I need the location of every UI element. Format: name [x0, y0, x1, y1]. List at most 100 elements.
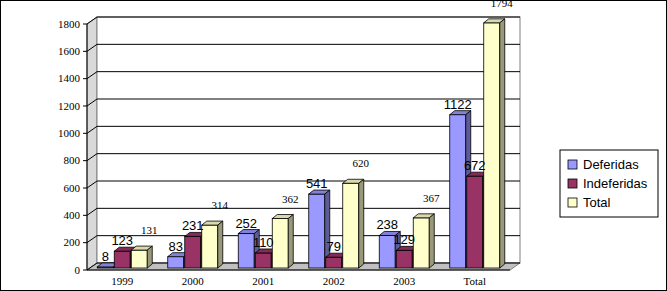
- bar-front: [272, 219, 288, 268]
- x-tick-label: 2003: [393, 275, 416, 287]
- data-label: 110: [253, 235, 274, 250]
- data-label: 541: [306, 176, 328, 191]
- legend-swatch: [568, 179, 577, 188]
- data-label: 8: [102, 249, 109, 264]
- data-label: 123: [111, 233, 133, 248]
- grid-line: [97, 71, 520, 72]
- tick-mark: [83, 133, 87, 134]
- x-tick-label: 2000: [182, 275, 205, 287]
- data-label: 367: [423, 192, 440, 204]
- data-label: 129: [393, 232, 415, 247]
- bar-front: [131, 250, 147, 268]
- grid-line-side: [87, 208, 97, 215]
- tick-mark: [83, 51, 87, 52]
- grid-line-side: [87, 44, 97, 51]
- data-label: 83: [169, 239, 183, 254]
- chart-container: 0 200 400 600 800 1000 1200 1400 1600 1800 8123 131…: [0, 0, 667, 291]
- y-tick-label: 1400: [58, 72, 81, 84]
- grid-line-side: [87, 99, 97, 106]
- bar-front: [413, 218, 429, 268]
- bar-front: [168, 257, 184, 268]
- bar-side: [359, 179, 364, 268]
- bar: [272, 215, 293, 268]
- legend-box: [560, 150, 658, 217]
- y-tick-label: 1600: [58, 45, 81, 57]
- x-tick-label: 1999: [111, 275, 134, 287]
- bar-front: [255, 253, 271, 268]
- grid-line-side: [87, 154, 97, 161]
- bar-front: [114, 251, 130, 268]
- legend-label: Indeferidas: [583, 176, 648, 191]
- data-label: 1794: [491, 0, 514, 9]
- grid-line-side: [87, 263, 97, 270]
- tick-mark: [83, 78, 87, 79]
- data-label: 238: [376, 217, 398, 232]
- legend-label: Deferidas: [583, 157, 639, 172]
- data-label: 231: [182, 218, 204, 233]
- bars: [97, 19, 505, 268]
- tick-mark: [83, 106, 87, 107]
- grid-line: [97, 44, 520, 45]
- tick-mark: [83, 270, 87, 271]
- bar-front: [238, 234, 254, 268]
- bar-front: [450, 115, 466, 268]
- bar-front: [185, 236, 201, 268]
- bar: [202, 221, 223, 268]
- bar-side: [288, 215, 293, 268]
- grid-line: [97, 17, 520, 18]
- bar: [413, 214, 434, 268]
- bar: [484, 19, 505, 268]
- x-axis: [87, 270, 510, 271]
- data-label: 1122: [444, 97, 472, 112]
- y-tick-label: 1000: [58, 127, 81, 139]
- y-tick-label: 800: [64, 154, 81, 166]
- bar-front: [467, 176, 483, 268]
- grid-line-side: [87, 236, 97, 243]
- legend-swatch: [568, 198, 577, 207]
- y-tick-label: 1200: [58, 100, 81, 112]
- bar-side: [500, 19, 505, 268]
- bar-side: [147, 246, 152, 268]
- bar-front: [396, 250, 412, 268]
- x-tick-label: 2001: [252, 275, 274, 287]
- bar-side: [218, 221, 223, 268]
- data-label: 131: [141, 224, 158, 236]
- side-wall: [87, 17, 97, 270]
- y-tick-label: 200: [64, 236, 81, 248]
- chart-svg: 0 200 400 600 800 1000 1200 1400 1600 1800 8123 131…: [0, 0, 667, 291]
- data-label: 314: [212, 199, 229, 211]
- data-label: 252: [235, 216, 257, 231]
- y-axis: [87, 24, 88, 270]
- legend-swatch: [568, 160, 577, 169]
- data-labels: 8123 131 83 231 314 252 110 362 541 79 620 238129 36…: [102, 0, 514, 264]
- bar: [131, 246, 152, 268]
- tick-mark: [83, 160, 87, 161]
- y-tick-label: 600: [64, 182, 81, 194]
- bar-side: [429, 214, 434, 268]
- bar-front: [484, 23, 500, 268]
- legend-label: Total: [583, 195, 611, 210]
- data-label: 672: [464, 158, 486, 173]
- tick-mark: [83, 188, 87, 189]
- chart-frame: [1, 1, 667, 291]
- grid-line-side: [87, 126, 97, 133]
- grid-line-side: [87, 17, 97, 24]
- bar-front: [202, 225, 218, 268]
- x-tick-label: 2002: [323, 275, 345, 287]
- data-label: 79: [327, 239, 341, 254]
- grid-line-side: [87, 72, 97, 79]
- tick-mark: [83, 24, 87, 25]
- grid-line-side: [87, 181, 97, 188]
- tick-mark: [83, 242, 87, 243]
- y-tick-label: 1800: [58, 18, 81, 30]
- bar-front: [343, 183, 359, 268]
- x-tick-label: Total: [464, 275, 486, 287]
- data-label: 620: [353, 157, 370, 169]
- y-tick-label: 400: [64, 209, 81, 221]
- y-tick-label: 0: [75, 264, 81, 276]
- bar-front: [309, 194, 325, 268]
- tick-mark: [83, 215, 87, 216]
- bar: [343, 179, 364, 268]
- legend: Deferidas Indeferidas Total: [560, 150, 658, 217]
- data-label: 362: [282, 193, 299, 205]
